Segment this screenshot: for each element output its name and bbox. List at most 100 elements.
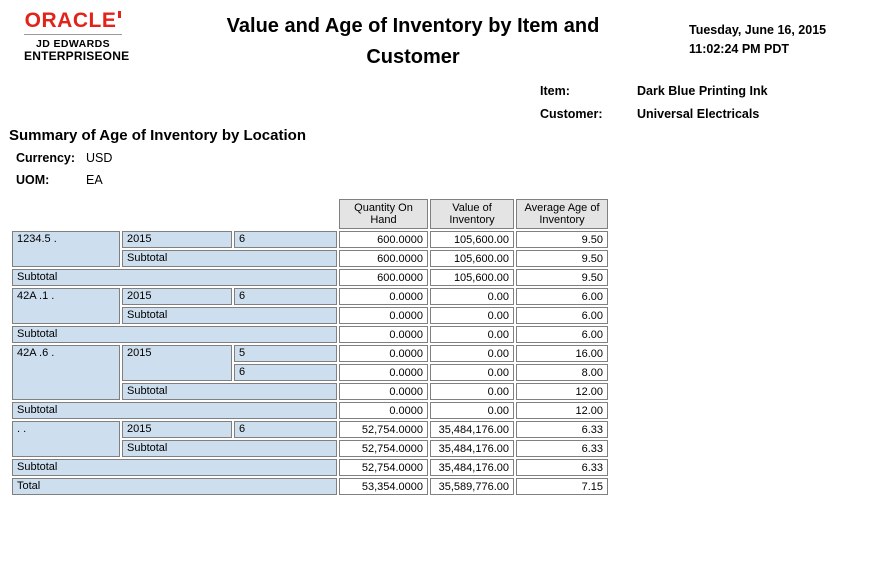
value-cell: 52,754.0000 [339, 421, 428, 438]
oracle-logo: ORACLE JD EDWARDS ENTERPRISEONE [24, 10, 130, 63]
value-cell: 6.00 [516, 307, 608, 324]
label-cell: . . [12, 421, 120, 457]
value-cell: 6.33 [516, 459, 608, 476]
column-header: Value of Inventory [430, 199, 514, 229]
value-cell: 35,484,176.00 [430, 459, 514, 476]
label-cell: Subtotal [122, 383, 337, 400]
header-spacer [12, 199, 337, 229]
table-header-row: Quantity On Hand Value of Inventory Averag… [12, 199, 608, 229]
table-row: 42A .6 . 2015 5 0.0000 0.00 16.00 [12, 345, 608, 400]
customer-label: Customer: [540, 107, 603, 121]
value-cell: 105,600.00 [430, 269, 514, 286]
value-cell: 6.33 [516, 440, 608, 457]
column-header: Average Age of Inventory [516, 199, 608, 229]
value-cell: 0.0000 [339, 288, 428, 305]
value-cell: 0.0000 [339, 307, 428, 324]
value-cell: 0.0000 [339, 383, 428, 400]
label-cell: 6 [234, 421, 337, 438]
table-row: Total 53,354.0000 35,589,776.00 7.15 [12, 478, 608, 495]
value-cell: 12.00 [516, 402, 608, 419]
report-datetime: Tuesday, June 16, 2015 11:02:24 PM PDT [689, 21, 826, 59]
customer-row: Customer: Universal Electricals [540, 107, 768, 130]
label-cell: 1234.5 . [12, 231, 120, 267]
label-cell: 5 [234, 345, 337, 362]
value-cell: 7.15 [516, 478, 608, 495]
table-row: Subtotal 600.0000 105,600.00 9.50 [12, 250, 608, 267]
logo-enterpriseone: ENTERPRISEONE [24, 49, 130, 63]
value-cell: 0.0000 [339, 326, 428, 343]
logo-divider [24, 34, 122, 35]
meta-block: Currency: USD UOM: EA [16, 151, 112, 195]
value-cell: 9.50 [516, 231, 608, 248]
value-cell: 0.0000 [339, 364, 428, 381]
value-cell: 105,600.00 [430, 250, 514, 267]
label-cell: 42A .6 . [12, 345, 120, 400]
label-cell: 2015 [122, 421, 232, 438]
value-cell: 600.0000 [339, 269, 428, 286]
uom-row: UOM: EA [16, 173, 112, 195]
value-cell: 52,754.0000 [339, 440, 428, 457]
table-body: Quantity On Hand Value of Inventory Averag… [12, 199, 608, 495]
table-row: Subtotal 0.0000 0.00 12.00 [12, 402, 608, 419]
label-cell: Subtotal [12, 326, 337, 343]
label-cell: Subtotal [12, 402, 337, 419]
currency-row: Currency: USD [16, 151, 112, 173]
table-row: Subtotal 52,754.0000 35,484,176.00 6.33 [12, 459, 608, 476]
table-row: 1234.5 . 2015 6 600.0000 105,600.00 9.50 [12, 231, 608, 267]
table-row: Subtotal 0.0000 0.00 6.00 [12, 307, 608, 324]
trademark-icon [118, 11, 122, 18]
label-cell: 2015 [122, 345, 232, 381]
oracle-wordmark: ORACLE [24, 10, 122, 32]
report-time: 11:02:24 PM PDT [689, 42, 790, 56]
value-cell: 600.0000 [339, 250, 428, 267]
label-cell: Subtotal [122, 307, 337, 324]
value-cell: 35,484,176.00 [430, 421, 514, 438]
value-cell: 0.0000 [339, 402, 428, 419]
label-cell: 2015 [122, 231, 232, 248]
value-cell: 0.00 [430, 364, 514, 381]
value-cell: 12.00 [516, 383, 608, 400]
value-cell: 0.00 [430, 326, 514, 343]
label-cell: 2015 [122, 288, 232, 305]
label-cell: Subtotal [122, 440, 337, 457]
uom-value: EA [86, 173, 103, 187]
value-cell: 35,484,176.00 [430, 440, 514, 457]
column-header: Quantity On Hand [339, 199, 428, 229]
table-row: . . 2015 6 52,754.0000 35,484,176.00 6.33 [12, 421, 608, 457]
value-cell: 9.50 [516, 250, 608, 267]
uom-label: UOM: [16, 173, 50, 187]
item-value: Dark Blue Printing Ink [637, 84, 768, 98]
report-title: Value and Age of Inventory by Item and C… [226, 15, 600, 68]
value-cell: 0.00 [430, 288, 514, 305]
item-label: Item: [540, 84, 570, 98]
value-cell: 0.00 [430, 307, 514, 324]
table-row: 6 0.0000 0.00 8.00 [12, 364, 608, 381]
value-cell: 52,754.0000 [339, 459, 428, 476]
value-cell: 35,589,776.00 [430, 478, 514, 495]
table-row: Subtotal 0.0000 0.00 6.00 [12, 326, 608, 343]
label-cell: Total [12, 478, 337, 495]
value-cell: 9.50 [516, 269, 608, 286]
value-cell: 0.00 [430, 402, 514, 419]
label-cell: Subtotal [12, 459, 337, 476]
value-cell: 6.33 [516, 421, 608, 438]
value-cell: 6.00 [516, 288, 608, 305]
currency-value: USD [86, 151, 113, 165]
value-cell: 105,600.00 [430, 231, 514, 248]
currency-label: Currency: [16, 151, 76, 165]
report-date: Tuesday, June 16, 2015 [689, 23, 827, 37]
value-cell: 53,354.0000 [339, 478, 428, 495]
label-cell: 6 [234, 288, 337, 305]
value-cell: 6.00 [516, 326, 608, 343]
customer-value: Universal Electricals [637, 107, 760, 121]
label-cell: Subtotal [122, 250, 337, 267]
value-cell: 16.00 [516, 345, 608, 362]
section-heading: Summary of Age of Inventory by Location [9, 127, 306, 144]
value-cell: 0.0000 [339, 345, 428, 362]
label-cell: 6 [234, 231, 337, 248]
value-cell: 8.00 [516, 364, 608, 381]
oracle-wordmark-text: ORACLE [24, 9, 117, 32]
value-cell: 600.0000 [339, 231, 428, 248]
table-row: Subtotal 52,754.0000 35,484,176.00 6.33 [12, 440, 608, 457]
